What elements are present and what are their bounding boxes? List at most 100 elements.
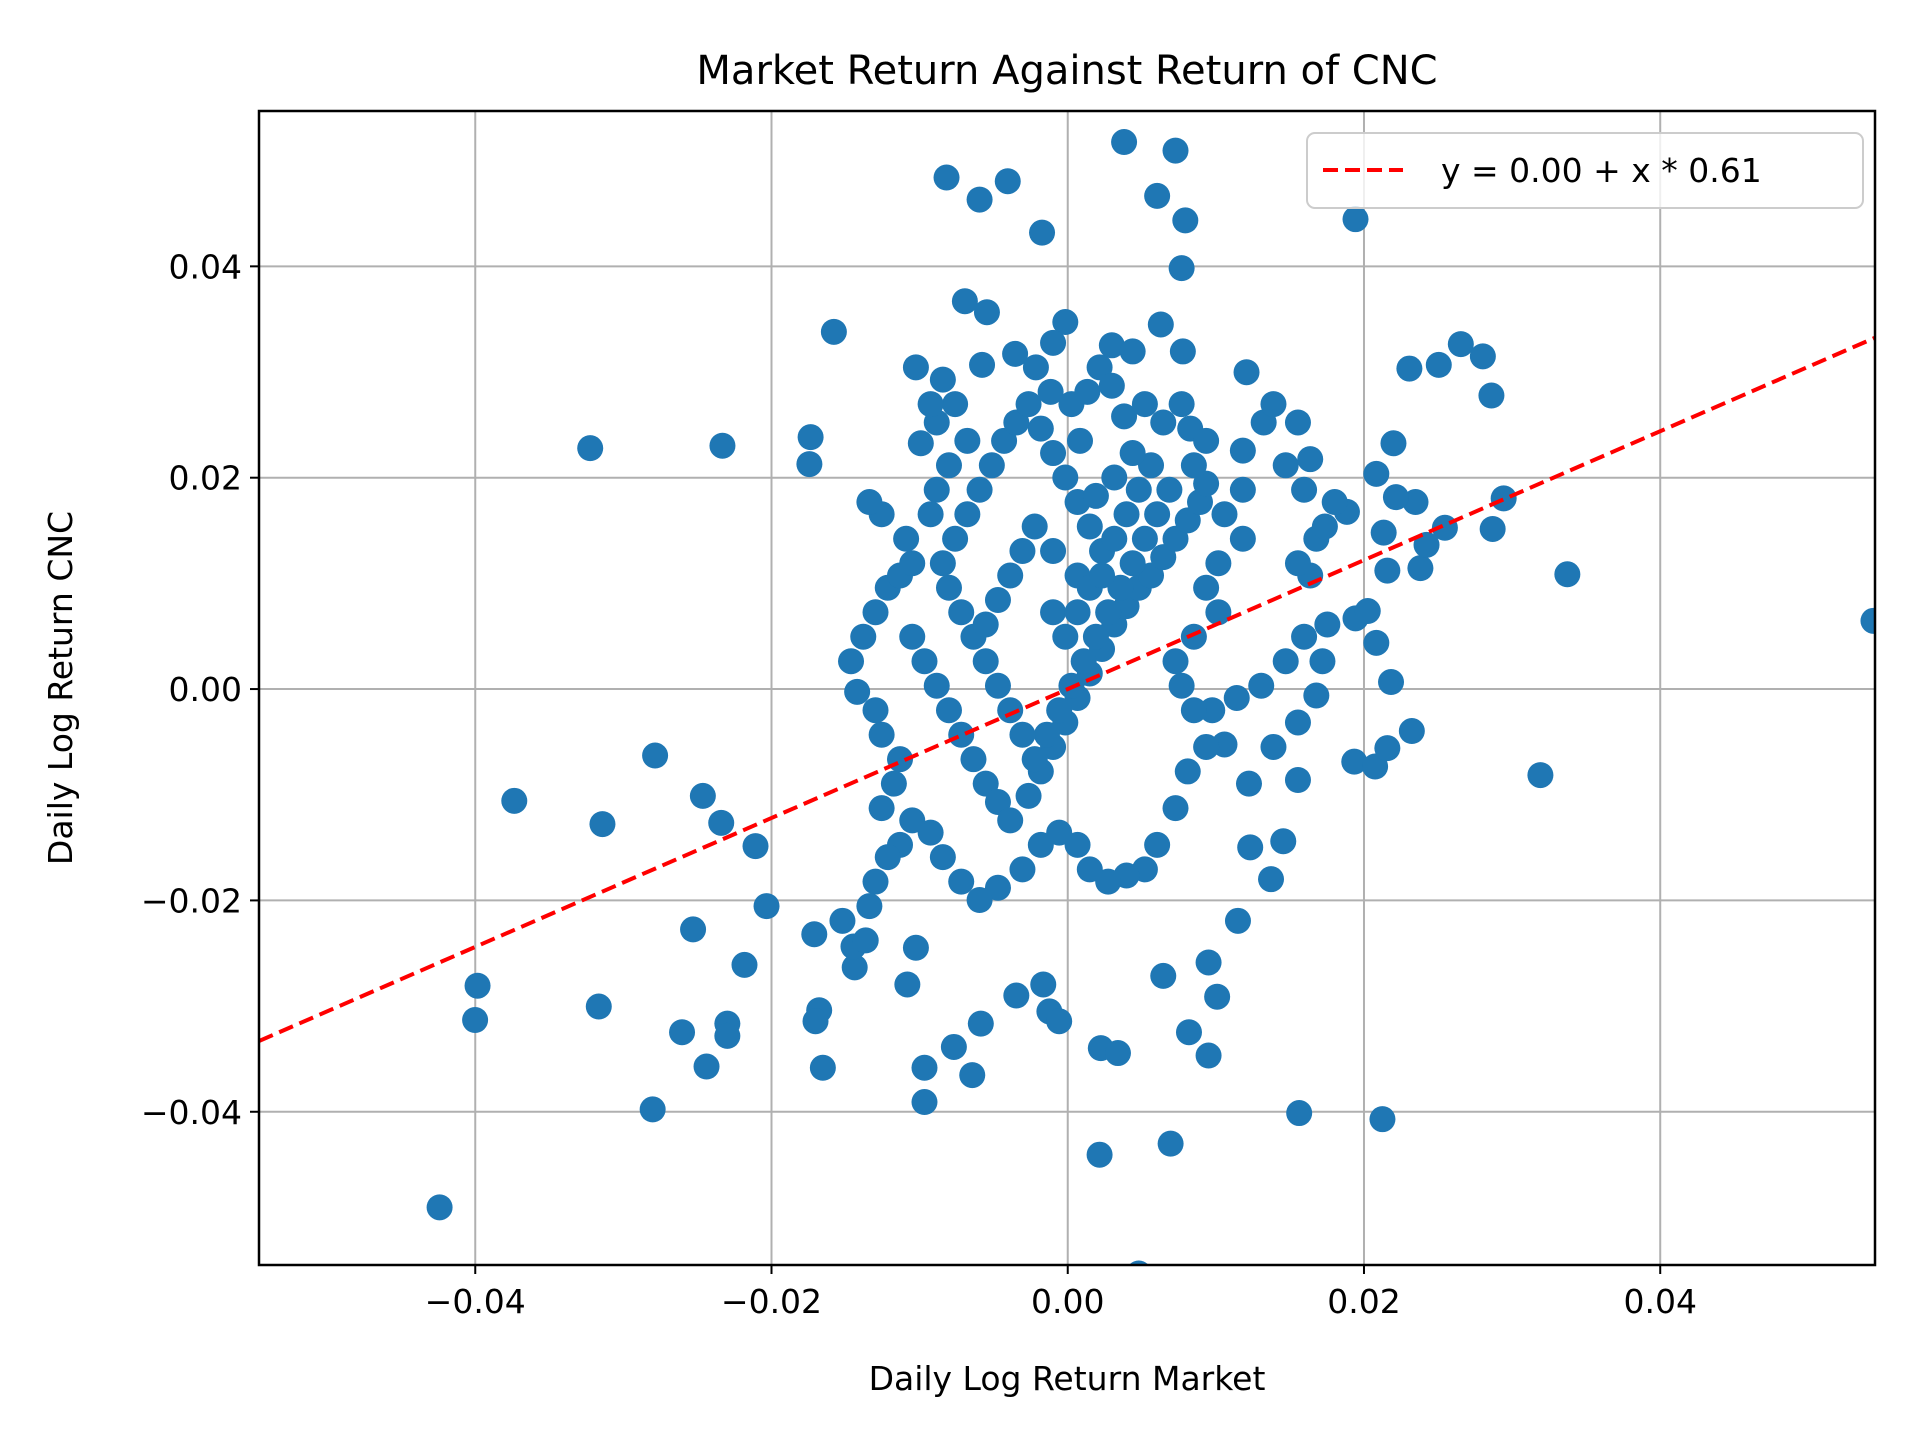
data-point [1027,831,1054,858]
data-point [1003,982,1030,1009]
data-point [942,391,969,418]
data-point [984,874,1011,901]
data-point [942,525,969,552]
data-point [1131,391,1158,418]
data-point [1076,856,1103,883]
plot-area: −0.04 −0.02 0.00 0.02 0.04 −0.04 −0.02 0.00 0.02… [141,109,1877,1321]
data-point [1211,501,1238,528]
data-point [1119,338,1146,365]
data-point [1224,907,1251,934]
data-point [464,972,491,999]
data-point [1144,501,1171,528]
x-tick-label: −0.04 [425,1282,526,1321]
data-point [1113,501,1140,528]
data-point [1101,464,1128,491]
data-point [1046,697,1073,724]
data-point [1237,834,1264,861]
data-point [960,746,987,773]
data-point [1082,623,1109,650]
data-point [1144,182,1171,209]
data-point [1195,1042,1222,1069]
data-point [1040,599,1067,626]
data-point [1111,129,1138,156]
data-point [1111,403,1138,430]
data-point [1009,856,1036,883]
data-point [1052,623,1079,650]
data-point [1086,1141,1113,1168]
data-point [1369,1106,1396,1133]
data-point [1258,866,1285,893]
x-tick-label: −0.02 [721,1282,822,1321]
data-point [1363,460,1390,487]
data-point [917,501,944,528]
data-point [1314,611,1341,638]
data-point [1033,721,1060,748]
data-point [1860,607,1875,634]
data-point [1297,446,1324,473]
data-point [1447,331,1474,358]
data-point [1291,476,1318,503]
data-point [1554,561,1581,588]
data-point [1015,391,1042,418]
data-point [1021,746,1048,773]
data-point [862,599,889,626]
data-point [1193,470,1220,497]
data-point [959,1062,986,1089]
data-point [1284,709,1311,736]
data-point [1229,476,1256,503]
data-point [954,427,981,454]
data-point [501,787,528,814]
data-point [902,934,929,961]
data-point [911,648,938,675]
data-point [1003,409,1030,436]
data-point [894,971,921,998]
data-point [1074,378,1101,405]
data-point [714,1022,741,1049]
data-point [911,1089,938,1116]
data-point [1174,507,1201,534]
data-point [899,550,926,577]
data-point [997,562,1024,589]
data-point [1104,1040,1131,1067]
data-point [1229,525,1256,552]
data-point [1272,648,1299,675]
data-point [966,887,993,913]
data-point [680,916,707,943]
data-point [742,833,769,860]
data-point [1396,355,1423,382]
y-tick-label: 0.00 [169,670,242,709]
x-axis-label: Daily Log Return Market [869,1359,1266,1398]
data-point [907,430,934,457]
data-point [1407,555,1434,582]
data-point [1125,476,1152,503]
data-point [820,318,847,345]
data-point [1370,519,1397,546]
data-point [693,1053,720,1080]
data-point [917,391,944,418]
data-point [984,587,1011,613]
data-point [978,452,1005,479]
data-point [1040,538,1067,565]
data-point [1021,513,1048,540]
data-point [1168,672,1195,699]
data-point [1380,430,1407,457]
legend: y = 0.00 + x * 0.61 [1306,132,1864,209]
data-point [838,648,865,675]
data-point [1362,753,1389,780]
data-point [1040,440,1067,467]
legend-entry: y = 0.00 + x * 0.61 [1441,151,1762,190]
data-point [1144,831,1171,858]
data-point [1284,409,1311,436]
y-tick-label: 0.04 [169,247,242,286]
data-point [1174,758,1201,785]
data-point [972,648,999,675]
data-point [1147,311,1174,338]
data-point [462,1007,489,1033]
data-point [1009,538,1036,565]
data-point [669,1019,696,1046]
data-point [940,1033,967,1060]
data-point [1052,464,1079,491]
axes-frame [257,109,1877,1267]
data-point [1490,485,1517,512]
